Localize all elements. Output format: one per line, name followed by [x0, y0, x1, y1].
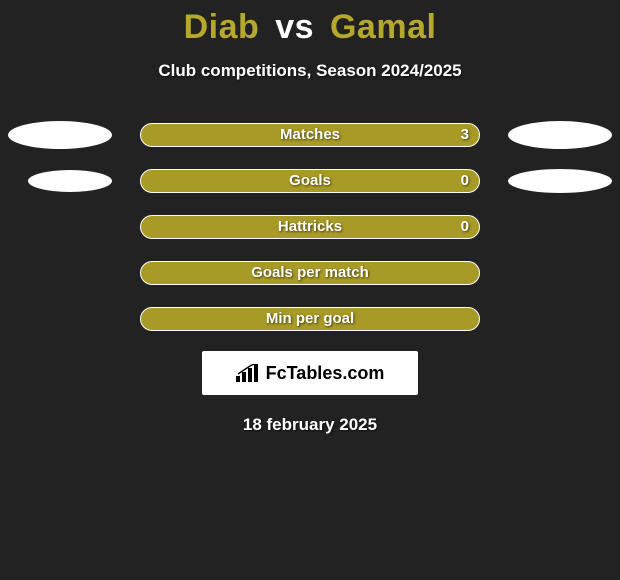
stat-row: Min per goal	[0, 305, 620, 333]
stat-row: Matches 3	[0, 121, 620, 149]
bar-chart-icon	[236, 364, 258, 382]
player1-marker-icon	[8, 121, 112, 149]
player1-marker-icon	[28, 170, 112, 192]
stat-row: Goals per match	[0, 259, 620, 287]
stat-bar: Matches 3	[140, 123, 480, 147]
player2-marker-icon	[508, 121, 612, 149]
player1-name: Diab	[184, 8, 260, 46]
stat-label: Min per goal	[141, 308, 479, 330]
date-label: 18 february 2025	[0, 415, 620, 435]
comparison-card: Diab vs Gamal Club competitions, Season …	[0, 0, 620, 580]
stat-bar: Goals per match	[140, 261, 480, 285]
stat-right-value: 3	[461, 124, 469, 146]
branding-badge: FcTables.com	[202, 351, 418, 395]
stat-bar: Hattricks 0	[140, 215, 480, 239]
stat-row: Goals 0	[0, 167, 620, 195]
stat-row: Hattricks 0	[0, 213, 620, 241]
player2-marker-icon	[508, 169, 612, 193]
branding-text: FcTables.com	[266, 363, 385, 384]
vs-label: vs	[269, 8, 320, 46]
stat-label: Goals per match	[141, 262, 479, 284]
player2-name: Gamal	[330, 8, 436, 46]
stat-label: Hattricks	[141, 216, 479, 238]
stat-bar: Goals 0	[140, 169, 480, 193]
stats-chart: Matches 3 Goals 0 Hattricks 0	[0, 121, 620, 333]
page-title: Diab vs Gamal	[0, 0, 620, 47]
stat-label: Matches	[141, 124, 479, 146]
subtitle: Club competitions, Season 2024/2025	[0, 61, 620, 81]
stat-right-value: 0	[461, 170, 469, 192]
stat-label: Goals	[141, 170, 479, 192]
stat-bar: Min per goal	[140, 307, 480, 331]
stat-right-value: 0	[461, 216, 469, 238]
